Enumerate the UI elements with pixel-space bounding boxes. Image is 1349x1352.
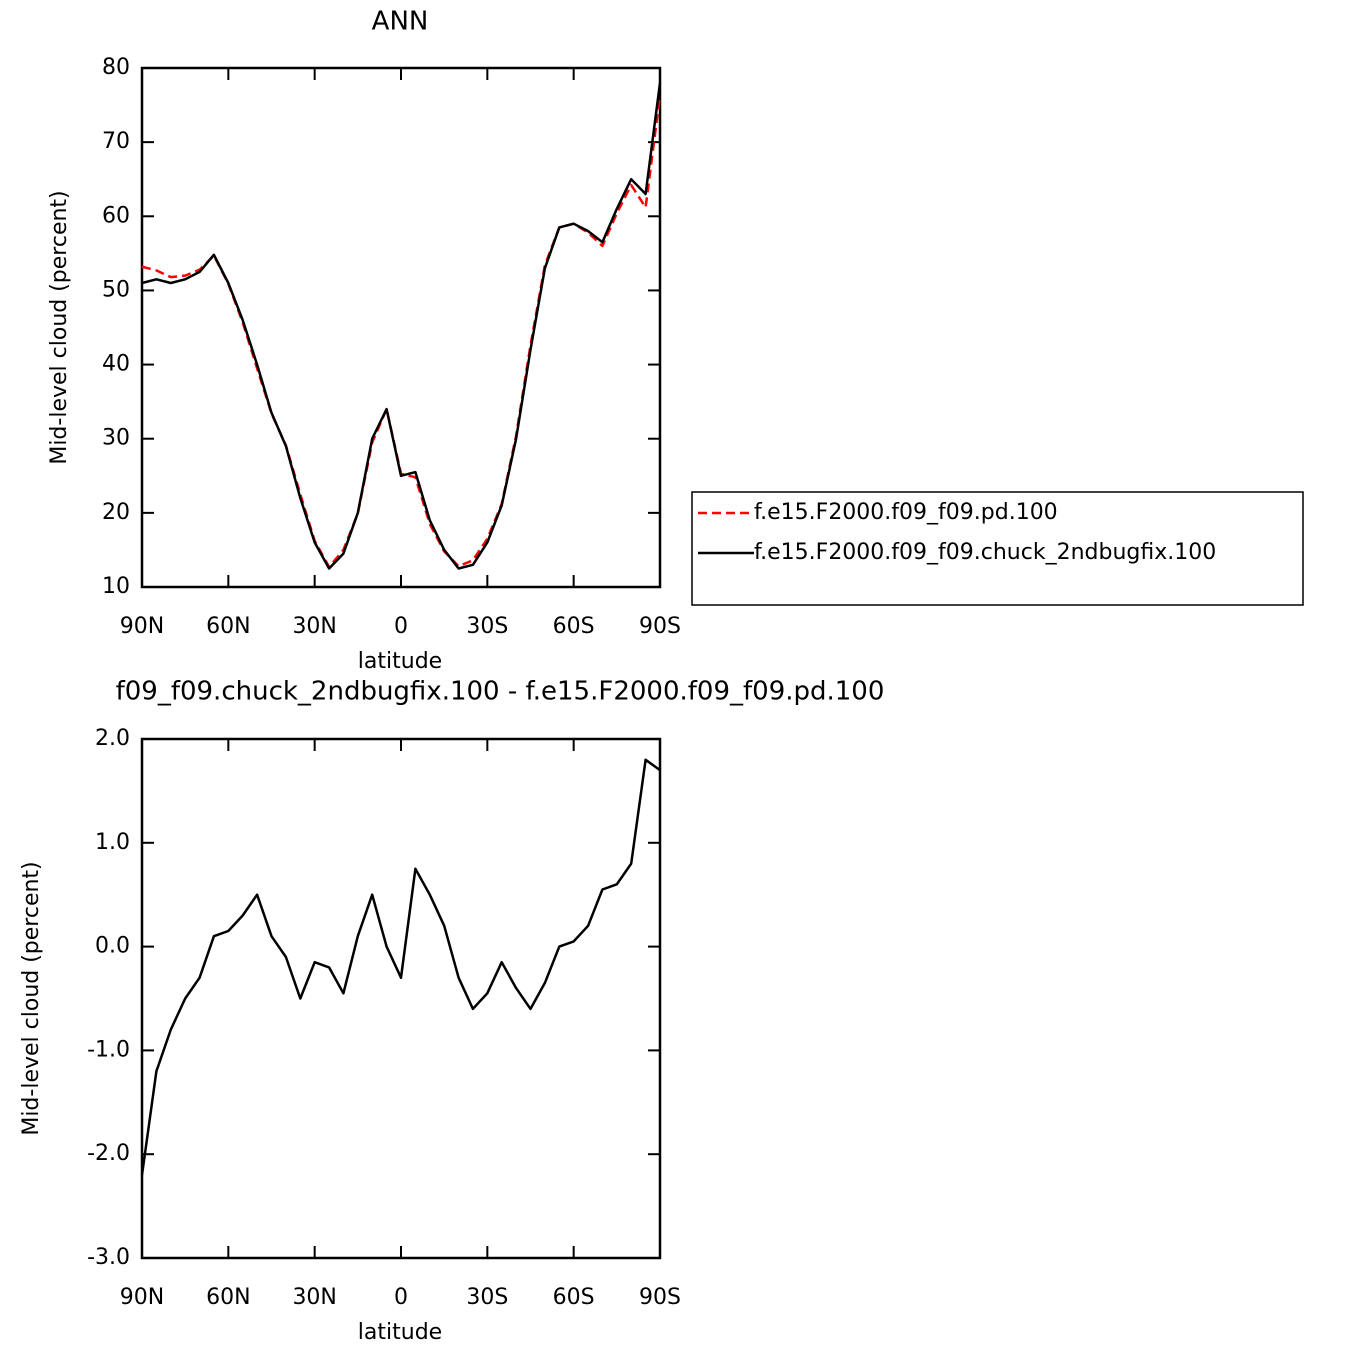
y-tick-label: 2.0 (95, 726, 130, 751)
y-axis-label: Mid-level cloud (percent) (47, 190, 72, 464)
chart-title: ANN (372, 7, 429, 37)
y-tick-label: 70 (102, 129, 130, 154)
y-tick-label: -1.0 (87, 1037, 130, 1062)
series-line (141, 95, 662, 569)
x-tick-label: 30S (466, 614, 508, 639)
series-line (141, 82, 662, 570)
y-tick-label: 0.0 (95, 934, 130, 959)
y-tick-label: 10 (102, 574, 130, 599)
x-tick-label: 90S (639, 1285, 681, 1310)
y-tick-label: -2.0 (87, 1141, 130, 1166)
chart-title: f09_f09.chuck_2ndbugfix.100 - f.e15.F200… (116, 677, 885, 707)
legend-box (691, 491, 1304, 606)
x-tick-label: 30N (292, 614, 336, 639)
x-tick-label: 60S (553, 1285, 595, 1310)
x-axis-label: latitude (358, 649, 442, 674)
y-tick-label: 20 (102, 500, 130, 525)
y-tick-label: 40 (102, 352, 130, 377)
x-tick-label: 0 (394, 614, 408, 639)
x-tick-label: 90N (120, 1285, 164, 1310)
legend-label: f.e15.F2000.f09_f09.pd.100 (754, 500, 1058, 525)
y-tick-label: 1.0 (95, 830, 130, 855)
x-tick-label: 30N (292, 1285, 336, 1310)
y-tick-label: 60 (102, 203, 130, 228)
x-tick-label: 0 (394, 1285, 408, 1310)
x-tick-label: 30S (466, 1285, 508, 1310)
y-tick-label: -3.0 (87, 1245, 130, 1270)
plot-frame (140, 737, 662, 1260)
x-tick-label: 60N (206, 1285, 250, 1310)
x-axis-label: latitude (358, 1320, 442, 1345)
x-tick-label: 90S (639, 614, 681, 639)
plot-frame (140, 66, 662, 589)
legend-label: f.e15.F2000.f09_f09.chuck_2ndbugfix.100 (754, 540, 1216, 565)
y-tick-label: 50 (102, 277, 130, 302)
series-line (140, 758, 661, 1176)
y-tick-label: 80 (102, 55, 130, 80)
x-tick-label: 60S (553, 614, 595, 639)
x-tick-label: 90N (120, 614, 164, 639)
y-tick-label: 30 (102, 426, 130, 451)
x-tick-label: 60N (206, 614, 250, 639)
y-axis-label: Mid-level cloud (percent) (19, 861, 44, 1135)
